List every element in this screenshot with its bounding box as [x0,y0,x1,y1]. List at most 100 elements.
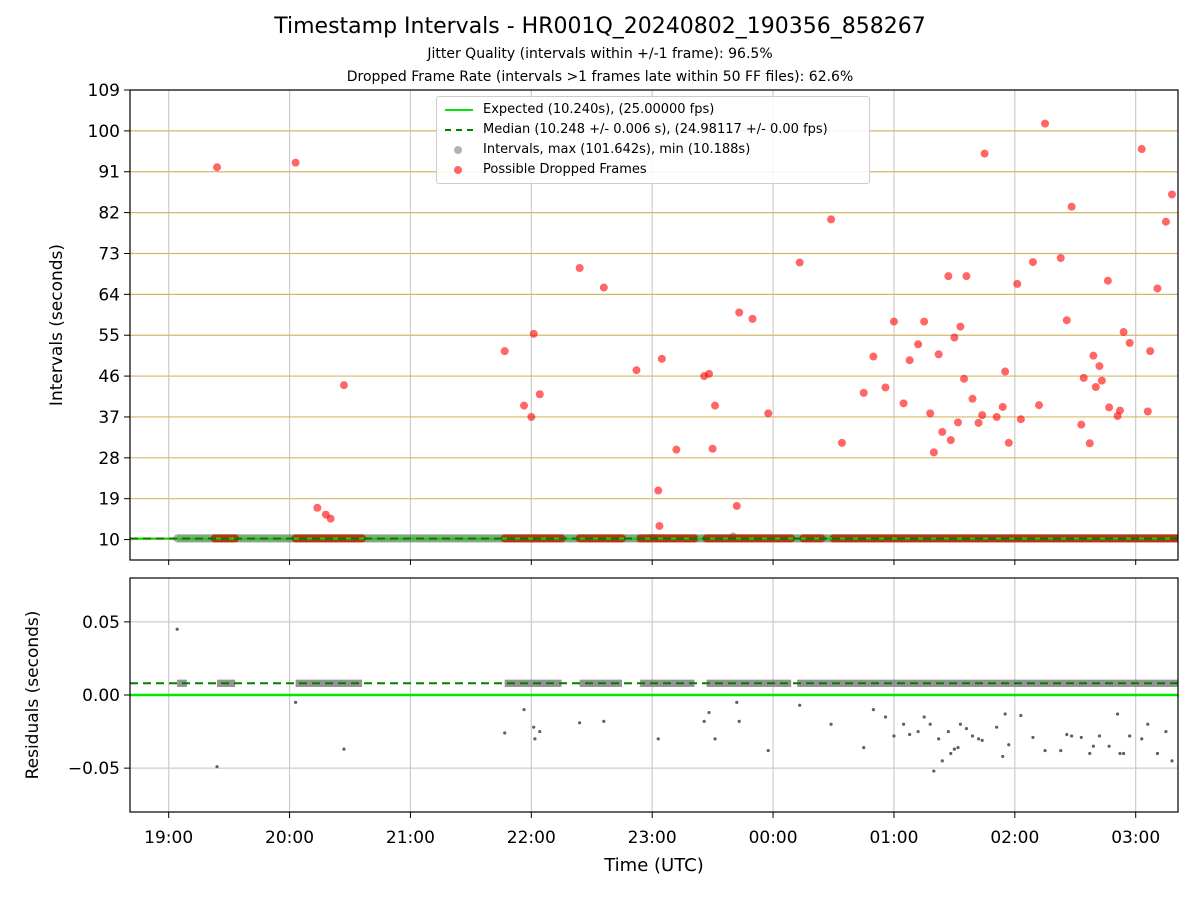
dropped-frame-point-25 [764,409,773,418]
residual-point-30 [937,737,941,741]
legend-item-intervals: Intervals, max (101.642s), min (10.188s) [437,140,869,160]
legend-intervals-label: Intervals, max (101.642s), min (10.188s) [483,142,751,157]
residual-point-60 [1140,737,1144,741]
dropped-frame-point-74 [1115,406,1124,415]
dropped-frame-point-42 [946,436,955,445]
x-tick-label-22:00: 22:00 [507,828,556,848]
residual-point-61 [1146,722,1150,726]
residual-point-56 [1115,712,1120,716]
residual-point-14 [713,737,717,741]
dropped-frame-point-41 [944,272,953,281]
residual-point-17 [766,748,770,753]
dropped-frame-point-1 [291,158,300,167]
dropped-frame-point-16 [657,354,666,363]
legend-median-line-swatch [445,129,473,131]
dropped-frame-point-12 [599,283,608,292]
dropped-frame-point-2 [313,503,322,512]
x-tick-label-02:00: 02:00 [990,828,1039,848]
dropped-frame-point-45 [956,322,965,331]
residual-point-33 [949,751,953,756]
dropped-frame-point-78 [1143,407,1152,416]
dropped-frame-point-33 [899,399,908,408]
legend-intervals-dot-swatch [454,146,462,154]
residual-point-29 [932,769,936,773]
x-tick-label-20:00: 20:00 [265,828,314,848]
dropped-frame-point-21 [711,401,720,410]
residual-point-40 [980,738,984,742]
dropped-frame-point-17 [672,445,681,454]
dropped-frame-point-75 [1119,328,1128,337]
dropped-frame-point-13 [632,366,641,375]
top-ytick-label-46: 46 [98,367,120,387]
dropped-frame-point-67 [1089,351,1098,360]
residual-point-37 [964,727,969,731]
bottom-panel-plot [130,578,1178,812]
dropped-frame-point-4 [326,514,335,523]
residual-point-3 [342,747,346,751]
dropped-frame-point-49 [974,418,983,427]
dropped-frame-point-9 [529,329,538,338]
residual-point-16 [737,719,741,723]
residual-point-12 [702,719,706,723]
legend-item-expected: Expected (10.240s), (25.00000 fps) [437,100,869,120]
residual-point-58 [1122,751,1126,756]
residual-point-63 [1164,729,1168,734]
dropped-frame-point-32 [889,317,898,326]
dropped-frame-point-5 [339,381,348,390]
dropped-frame-point-56 [1013,279,1022,288]
legend-item-median: Median (10.248 +/- 0.006 s), (24.98117 +… [437,120,869,140]
legend: Expected (10.240s), (25.00000 fps) Media… [436,96,870,184]
legend-dropped-label: Possible Dropped Frames [483,162,647,177]
legend-expected-label: Expected (10.240s), (25.00000 fps) [483,102,715,117]
x-tick-label-00:00: 00:00 [749,828,798,848]
dropped-frame-point-30 [869,352,878,361]
x-tick-label-03:00: 03:00 [1111,828,1160,848]
dropped-frame-point-60 [1041,119,1050,128]
residual-point-57 [1118,751,1122,756]
dropped-frame-point-14 [654,486,663,495]
dropped-frame-point-47 [962,272,971,281]
dropped-frame-point-64 [1077,420,1086,429]
dropped-frame-point-7 [520,401,529,410]
dropped-frame-point-26 [795,258,804,267]
x-tick-label-21:00: 21:00 [386,828,435,848]
dropped-frame-point-43 [950,333,959,342]
residual-point-23 [892,734,896,738]
dropped-frame-point-55 [1004,438,1013,447]
legend-expected-line-swatch [445,109,473,111]
residual-point-46 [1031,735,1035,740]
dropped-frame-point-71 [1103,276,1112,285]
dropped-frame-point-70 [1097,376,1106,385]
dropped-frame-point-58 [1028,258,1037,267]
residual-point-15 [735,700,739,704]
dropped-frame-point-20 [708,444,717,453]
bottom-ytick-label-1: 0.00 [82,686,120,706]
residual-point-27 [922,715,926,719]
top-ytick-label-100: 100 [88,122,120,142]
residual-point-34 [952,747,956,751]
residual-point-44 [1007,743,1011,747]
dropped-frame-point-24 [748,314,757,323]
top-ytick-label-55: 55 [98,326,120,346]
top-ytick-label-82: 82 [98,204,120,224]
dropped-frame-point-23 [735,308,744,317]
residual-point-1 [215,765,219,769]
dropped-frame-point-76 [1125,338,1134,347]
dropped-frame-point-54 [1001,367,1010,376]
residual-point-5 [522,708,526,712]
dropped-frame-rate-subtitle: Dropped Frame Rate (intervals >1 frames … [346,69,854,85]
dropped-frame-point-48 [968,394,977,403]
residual-point-49 [1065,732,1069,737]
dropped-frame-point-28 [837,438,846,447]
top-ytick-label-91: 91 [98,163,120,183]
residual-point-42 [1001,754,1005,759]
residual-point-10 [602,719,606,723]
residual-point-45 [1019,713,1023,718]
residual-point-64 [1170,759,1174,763]
x-tick-label-23:00: 23:00 [628,828,677,848]
residual-point-62 [1155,751,1160,756]
dropped-frame-point-6 [500,347,509,356]
residual-point-8 [538,729,542,734]
dropped-frame-point-51 [980,149,989,158]
legend-dropped-dot-swatch [454,166,462,174]
